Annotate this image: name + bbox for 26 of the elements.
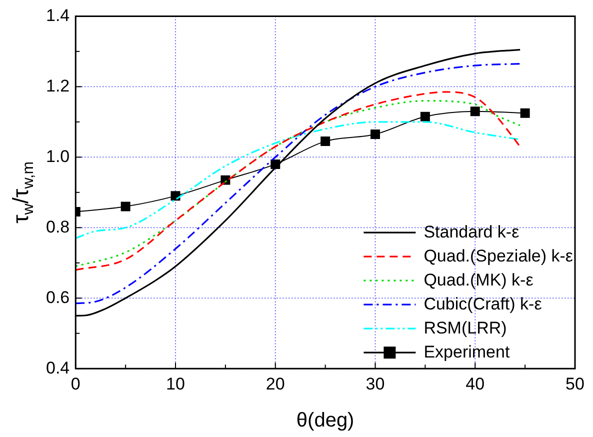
point: [520, 108, 530, 118]
legend-label: Experiment: [424, 342, 510, 362]
x-tick-label: 20: [266, 374, 285, 394]
legend-label: Quad.(Speziale) k-ε: [424, 246, 574, 266]
x-axis-title: θ(deg): [296, 410, 354, 432]
y-axis-title: τw/τw,m: [8, 161, 37, 224]
x-tick-label: 0: [70, 374, 80, 394]
point: [470, 106, 480, 116]
x-tick-label: 10: [166, 374, 185, 394]
point: [420, 112, 430, 122]
y-tick-label: 1.2: [46, 76, 70, 96]
legend-label: Cubic(Craft) k-ε: [424, 294, 542, 314]
point: [320, 136, 330, 146]
y-tick-label: 0.4: [46, 358, 70, 378]
y-tick-label: 1.4: [46, 6, 70, 25]
legend-label: RSM(LRR): [424, 318, 507, 338]
legend-label: Quad.(MK) k-ε: [424, 270, 534, 290]
point: [120, 202, 130, 212]
x-tick-label: 40: [466, 374, 485, 394]
legend-label: Standard k-ε: [424, 222, 520, 242]
y-tick-label: 1.0: [46, 146, 70, 166]
point: [370, 130, 380, 139]
y-tick-label: 0.8: [46, 217, 70, 236]
x-tick-label: 30: [366, 374, 385, 394]
y-tick-label: 0.6: [46, 288, 70, 307]
x-tick-label: 50: [566, 374, 584, 394]
